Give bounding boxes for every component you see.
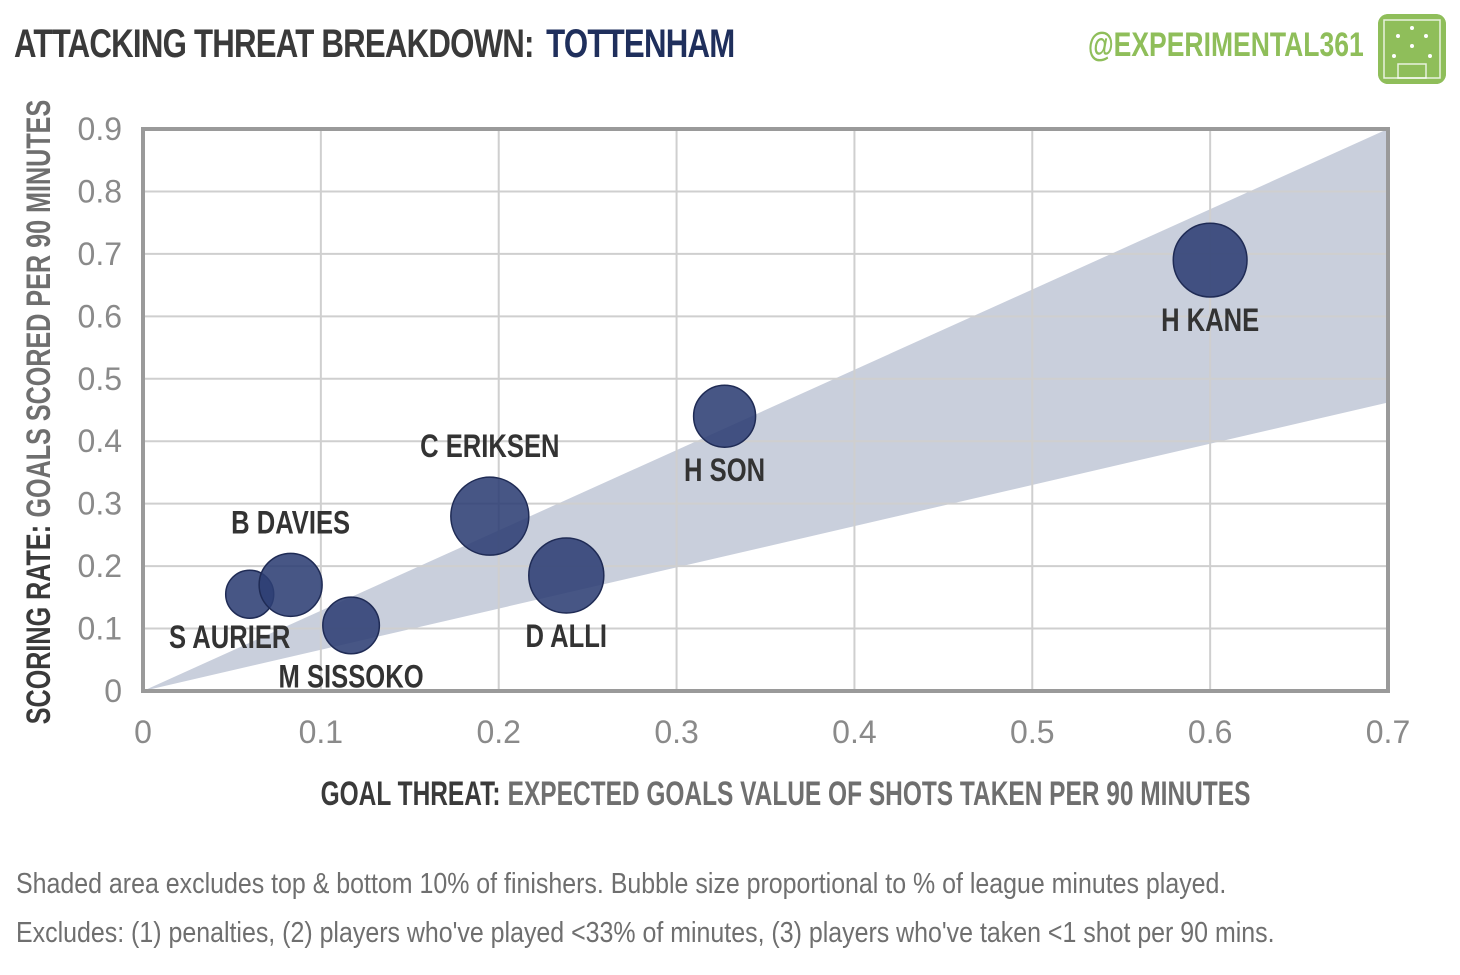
y-tick-label: 0 (104, 673, 122, 709)
x-axis-label: GOAL THREAT: EXPECTED GOALS VALUE OF SHOT… (321, 775, 1251, 813)
team-name: TOTTENHAM (546, 22, 735, 66)
point-label: H SON (684, 454, 765, 489)
plot-frame (141, 127, 1390, 693)
bubble (450, 476, 530, 556)
y-tick-label: 0.5 (78, 361, 122, 397)
bubble (258, 552, 323, 618)
y-tick-label: 0.2 (78, 548, 122, 584)
point-label: M SISSOKO (279, 660, 424, 695)
y-axis-label-bold: SCORING RATE: (20, 525, 58, 724)
x-tick-label: 0.2 (476, 714, 520, 750)
point-label: D ALLI (526, 619, 608, 654)
point-label: S AURIER (169, 621, 290, 656)
x-tick-label: 0.6 (1188, 714, 1232, 750)
point-label: B DAVIES (231, 506, 350, 541)
scatter-chart: 0 0.1 0.2 0.3 0.4 0.5 0.6 0.7 0 0.1 0.2 0.3 0.4 0.5 0.… (20, 100, 1410, 813)
point-label: H KANE (1161, 303, 1259, 338)
bubble (692, 384, 757, 448)
x-tick-label: 0 (134, 714, 152, 750)
shaded-band (143, 129, 1388, 691)
x-axis-label-rest: EXPECTED GOALS VALUE OF SHOTS TAKEN PER … (508, 775, 1251, 813)
y-tick-label: 0.9 (78, 111, 122, 147)
y-tick-label: 0.8 (78, 173, 122, 209)
y-tick-label: 0.4 (78, 423, 122, 459)
chart-title: ATTACKING THREAT BREAKDOWN: TOTTENHAM (14, 22, 735, 78)
footnote-line-2: Excludes: (1) penalties, (2) players who… (16, 917, 1275, 949)
y-tick-label: 0.7 (78, 236, 122, 272)
x-tick-label: 0.1 (299, 714, 343, 750)
y-axis-label: SCORING RATE: GOALS SCORED PER 90 MINUTES (20, 100, 58, 724)
title-text: ATTACKING THREAT BREAKDOWN: (14, 22, 534, 66)
x-tick-label: 0.3 (654, 714, 698, 750)
y-tick-label: 0.6 (78, 298, 122, 334)
bubble (528, 537, 605, 614)
y-axis-label-rest: GOALS SCORED PER 90 MINUTES (20, 100, 58, 518)
bubble (1172, 222, 1248, 298)
pitch-logo-icon (1378, 14, 1446, 84)
x-tick-label: 0.5 (1010, 714, 1054, 750)
author-handle: @EXPERIMENTAL361 (1088, 26, 1364, 64)
footnote-line-1: Shaded area excludes top & bottom 10% of… (16, 868, 1227, 900)
x-tick-label: 0.4 (832, 714, 876, 750)
bubble (322, 596, 381, 655)
x-axis-label-bold: GOAL THREAT: (321, 775, 501, 813)
point-label: C ERIKSEN (420, 430, 559, 465)
y-tick-label: 0.1 (78, 611, 122, 647)
y-tick-label: 0.3 (78, 486, 122, 522)
x-tick-label: 0.7 (1366, 714, 1410, 750)
